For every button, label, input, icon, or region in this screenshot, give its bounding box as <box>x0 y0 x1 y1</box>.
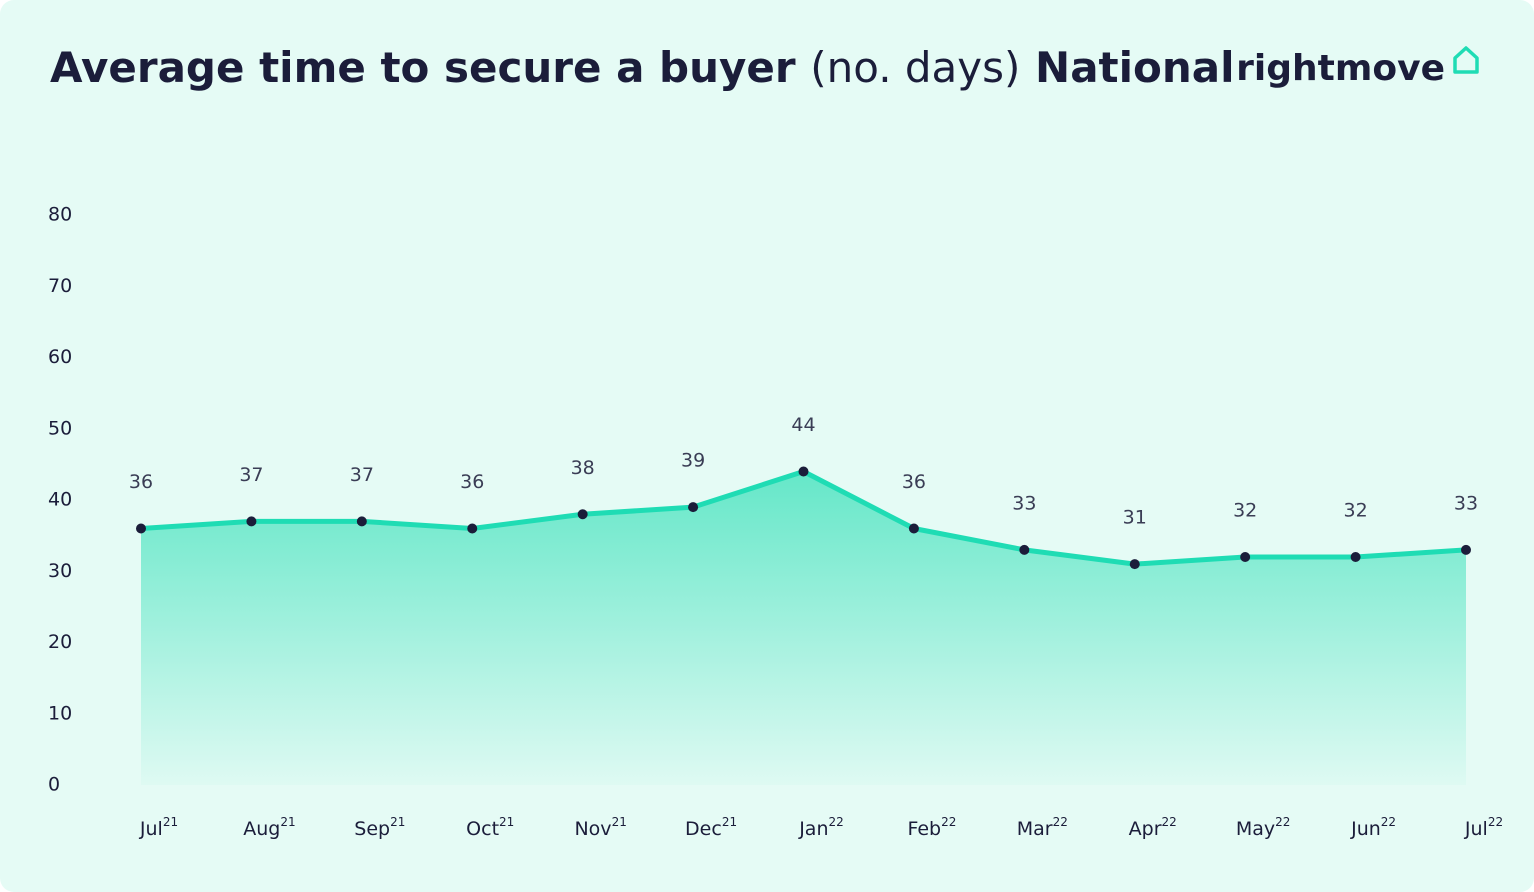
marker <box>246 516 257 527</box>
value-label: 36 <box>460 471 484 493</box>
x-tick-label: May22 <box>1236 815 1291 840</box>
x-tick-label: Oct21 <box>466 815 514 840</box>
marker <box>136 523 146 534</box>
y-tick-label: 0 <box>48 774 60 796</box>
marker <box>908 523 919 534</box>
value-label: 37 <box>239 464 263 486</box>
marker <box>798 466 809 477</box>
marker <box>1240 552 1251 562</box>
value-label: 32 <box>1233 500 1257 522</box>
y-tick-label: 30 <box>48 560 72 582</box>
x-tick-label: Jun22 <box>1350 815 1396 840</box>
value-label: 38 <box>571 457 595 479</box>
title-region: National <box>1035 43 1234 92</box>
x-tick-label: Nov21 <box>574 815 626 840</box>
value-label: 36 <box>902 471 926 493</box>
x-tick-label: Apr22 <box>1129 815 1177 840</box>
x-tick-label: Dec21 <box>685 815 737 840</box>
y-tick-label: 50 <box>48 417 72 439</box>
value-label: 37 <box>350 464 374 486</box>
y-tick-label: 20 <box>48 631 72 653</box>
marker <box>1350 552 1361 562</box>
marker <box>467 523 478 534</box>
value-label: 33 <box>1454 492 1478 514</box>
y-tick-label: 60 <box>48 346 72 368</box>
marker <box>688 502 699 513</box>
marker <box>1461 544 1471 555</box>
y-tick-label: 10 <box>48 702 72 724</box>
x-tick-label: Sep21 <box>354 815 405 840</box>
marker <box>1019 544 1030 555</box>
chart-title: Average time to secure a buyer (no. days… <box>50 43 1235 92</box>
value-label: 39 <box>681 450 705 472</box>
y-tick-label: 80 <box>48 204 72 226</box>
title-main: Average time to secure a buyer <box>50 43 796 92</box>
logo-icon <box>1453 46 1479 74</box>
value-label: 32 <box>1343 500 1367 522</box>
x-tick-label: Mar22 <box>1017 815 1068 840</box>
marker <box>356 516 367 527</box>
value-label: 33 <box>1012 492 1036 514</box>
area-fill <box>141 471 1466 785</box>
x-tick-label: Jan22 <box>798 815 844 840</box>
x-tick-label: Jul22 <box>1464 815 1503 840</box>
value-label: 36 <box>129 471 153 493</box>
y-tick-label: 40 <box>48 489 72 511</box>
value-label: 44 <box>791 414 815 436</box>
x-tick-label: Aug21 <box>243 815 295 840</box>
value-label: 31 <box>1123 507 1147 529</box>
title-unit: (no. days) <box>810 43 1020 92</box>
logo-text: rightmove <box>1236 48 1445 89</box>
x-tick-label: Jul21 <box>139 815 178 840</box>
marker <box>577 509 588 520</box>
x-tick-label: Feb22 <box>907 815 956 840</box>
y-tick-label: 70 <box>48 275 72 297</box>
marker <box>1129 559 1140 570</box>
